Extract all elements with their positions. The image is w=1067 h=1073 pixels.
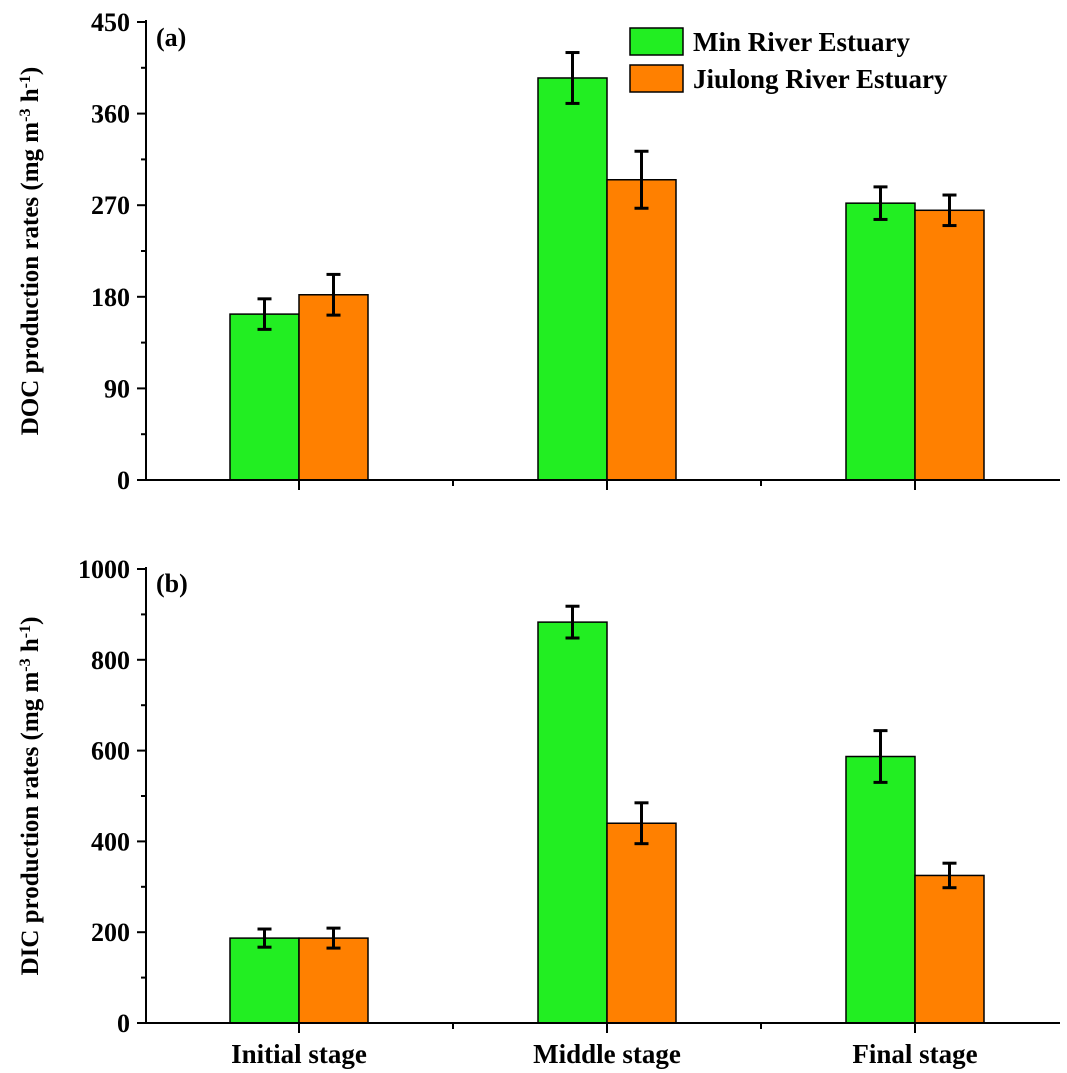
x-tick-label: Initial stage xyxy=(231,1039,367,1069)
legend-swatch-jiulong-river xyxy=(629,64,684,93)
y-tick-label: 0 xyxy=(117,1009,130,1038)
bar-min-river-1 xyxy=(229,313,300,481)
y-tick-label: 0 xyxy=(117,466,130,495)
x-tick-label: Final stage xyxy=(852,1039,977,1069)
y-tick-label: 90 xyxy=(104,374,130,403)
legend-swatch-min-river xyxy=(629,27,684,56)
panel-label: (a) xyxy=(156,23,186,52)
bar-min-river-2 xyxy=(537,77,608,481)
legend-label-min-river: Min River Estuary xyxy=(693,27,910,57)
bar-jiulong-river-2 xyxy=(606,179,677,481)
panel-a-doc-chart: 0 90 180 270 360 450 (a) DOC production rates (… xyxy=(17,8,1060,495)
bar-min-river-3 xyxy=(845,755,916,1024)
bar-jiulong-river-3 xyxy=(914,209,985,481)
bar-min-river-1 xyxy=(229,937,300,1024)
y-tick-label: 360 xyxy=(91,100,130,129)
y-tick-label: 600 xyxy=(91,737,130,766)
bar-jiulong-river-3 xyxy=(914,874,985,1024)
bar-min-river-2 xyxy=(537,621,608,1024)
y-axis-title: DIC production rates (mg m-3 h-1) xyxy=(17,617,45,976)
panel-b-dic-chart: 0 200 400 600 800 1000 Initial stage Middle sta… xyxy=(17,555,1060,1069)
y-tick-label: 400 xyxy=(91,827,130,856)
bar-min-river-3 xyxy=(845,202,916,481)
x-tick-label: Middle stage xyxy=(533,1039,681,1069)
panel-label: (b) xyxy=(156,569,188,598)
y-tick-label: 450 xyxy=(91,8,130,37)
y-tick-label: 800 xyxy=(91,646,130,675)
bar-jiulong-river-1 xyxy=(298,294,369,481)
bar-jiulong-river-1 xyxy=(298,937,369,1024)
y-tick-label: 180 xyxy=(91,283,130,312)
y-tick-label: 200 xyxy=(91,918,130,947)
y-tick-label: 270 xyxy=(91,191,130,220)
legend-label-jiulong-river: Jiulong River Estuary xyxy=(693,64,948,94)
bar-jiulong-river-2 xyxy=(606,822,677,1024)
y-axis-title: DOC production rates (mg m-3 h-1) xyxy=(17,67,45,436)
y-tick-label: 1000 xyxy=(78,555,130,584)
